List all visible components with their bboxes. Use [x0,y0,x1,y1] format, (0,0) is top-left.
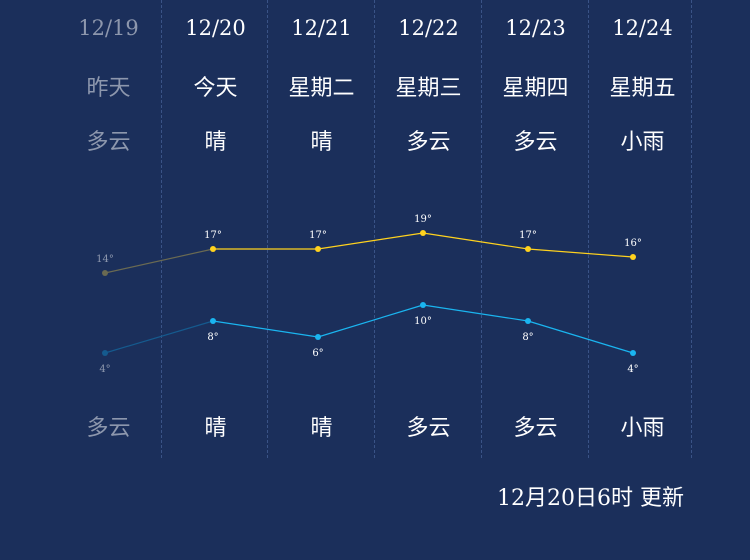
weather-night-label: 多云 [406,416,451,441]
high-line-segment [317,232,424,250]
low-point [315,334,321,340]
high-temp-label: 17° [519,230,537,241]
update-time: 12月20日6时 更新 [497,486,684,511]
date-label: 12/19 [78,16,139,40]
weather-night-label: 晴 [204,416,227,441]
high-line-segment [104,248,214,274]
low-point [210,318,216,324]
high-line-segment [422,232,529,250]
day-label: 星期五 [609,76,676,101]
high-point [102,270,108,276]
day-column: 12/24 星期五 小雨 小雨 [589,0,696,460]
low-temp-label: 8° [522,332,533,343]
day-column: 12/23 星期四 多云 多云 [482,0,589,460]
low-temp-label: 6° [312,348,323,359]
date-label: 12/24 [612,16,673,40]
weather-day-label: 多云 [406,130,451,155]
low-line-segment [212,320,319,338]
column-divider [161,0,162,458]
date-label: 12/20 [185,16,246,40]
weather-day-label: 晴 [310,130,333,155]
weather-day-label: 多云 [513,130,558,155]
day-label: 星期三 [395,76,462,101]
day-label: 昨天 [86,76,131,101]
low-point [102,350,108,356]
date-label: 12/21 [291,16,352,40]
high-point [420,230,426,236]
day-label: 今天 [193,76,238,101]
low-line-segment [422,304,529,322]
high-temp-label: 19° [414,214,432,225]
day-label: 星期四 [502,76,569,101]
high-temp-label: 17° [309,230,327,241]
low-line-segment [527,320,634,354]
high-temp-label: 14° [96,254,114,265]
weather-day-label: 小雨 [620,130,665,155]
column-divider [374,0,375,458]
low-temp-label: 10° [414,316,432,327]
low-point [525,318,531,324]
high-point [315,246,321,252]
weather-night-label: 小雨 [620,416,665,441]
low-point [630,350,636,356]
day-column: 12/19 昨天 多云 多云 [55,0,162,460]
date-label: 12/23 [505,16,566,40]
low-line-segment [317,304,424,338]
column-divider [481,0,482,458]
weather-night-label: 多云 [86,416,131,441]
weather-night-label: 晴 [310,416,333,441]
weather-night-label: 多云 [513,416,558,441]
low-line-segment [104,320,214,354]
day-column: 12/20 今天晴晴 [162,0,269,460]
high-temp-label: 16° [624,238,642,249]
column-divider [267,0,268,458]
low-temp-label: 4° [627,364,638,375]
high-point [210,246,216,252]
high-point [630,254,636,260]
weather-day-label: 晴 [204,130,227,155]
high-line-segment [527,248,634,258]
date-label: 12/22 [398,16,459,40]
low-temp-label: 4° [99,364,110,375]
column-divider [691,0,692,458]
day-label: 星期二 [288,76,355,101]
high-temp-label: 17° [204,230,222,241]
high-point [525,246,531,252]
day-column: 12/21 星期二晴晴 [268,0,375,460]
low-point [420,302,426,308]
day-column: 12/22 星期三 多云 多云 [375,0,482,460]
weather-day-label: 多云 [86,130,131,155]
column-divider [588,0,589,458]
low-temp-label: 8° [207,332,218,343]
